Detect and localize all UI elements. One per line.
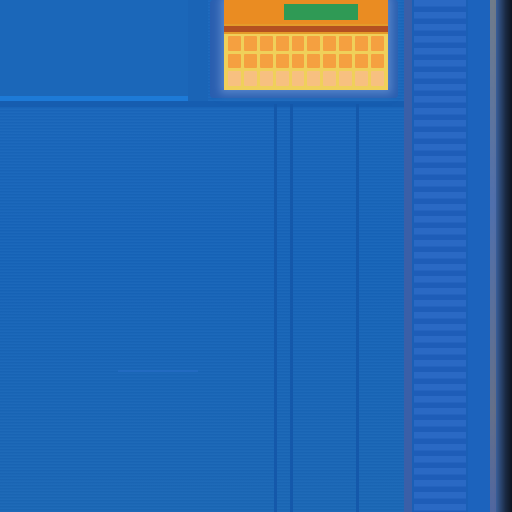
grid-cell xyxy=(291,36,305,51)
grid-cell xyxy=(243,53,257,69)
thumbnail-header xyxy=(224,0,388,24)
grid-cell xyxy=(275,71,289,86)
pane-divider[interactable] xyxy=(188,0,208,104)
faint-line xyxy=(118,370,198,372)
grid-cell xyxy=(259,53,273,69)
grid-cell xyxy=(371,53,384,69)
grid-cell xyxy=(243,36,257,51)
thumbnail-image[interactable] xyxy=(224,0,388,90)
grid-cell xyxy=(228,53,241,69)
grid-cell xyxy=(307,71,321,86)
scrollbar-edge xyxy=(404,0,412,512)
grid-cell xyxy=(228,36,241,51)
grid-cell xyxy=(339,71,353,86)
grid-cell xyxy=(371,71,384,86)
grid-cell xyxy=(228,71,241,86)
grid-cell xyxy=(339,53,353,69)
grid-cell xyxy=(339,36,353,51)
grid-cell xyxy=(355,53,369,69)
pane-border xyxy=(0,96,188,101)
column-divider xyxy=(290,104,293,512)
top-left-pane xyxy=(0,0,190,96)
window-edge xyxy=(496,0,512,512)
grid-cell xyxy=(243,71,257,86)
scrollbar-column xyxy=(468,0,494,512)
grid-cell xyxy=(291,53,305,69)
grid-cell xyxy=(323,71,337,86)
grid-cell xyxy=(275,53,289,69)
grid-cell xyxy=(323,36,337,51)
header-band xyxy=(0,101,410,107)
grid-cell xyxy=(291,71,305,86)
grid-cell xyxy=(307,53,321,69)
grid-cell xyxy=(355,36,369,51)
thumbnail-frame[interactable] xyxy=(210,0,398,98)
scrollbar-track[interactable] xyxy=(414,0,466,512)
grid-cell xyxy=(259,71,273,86)
grid-cell xyxy=(371,36,384,51)
thumbnail-highlight xyxy=(284,4,358,20)
grid-cell xyxy=(323,53,337,69)
vertical-scrollbar[interactable] xyxy=(404,0,500,512)
grid-cell xyxy=(355,71,369,86)
grid-cell xyxy=(307,36,321,51)
grid-cell xyxy=(259,36,273,51)
thumbnail-grid xyxy=(224,34,388,90)
grid-cell xyxy=(275,36,289,51)
thumbnail-separator xyxy=(224,26,388,32)
column-divider xyxy=(274,104,277,512)
column-divider xyxy=(356,104,359,512)
window-edge-highlight xyxy=(490,0,496,512)
